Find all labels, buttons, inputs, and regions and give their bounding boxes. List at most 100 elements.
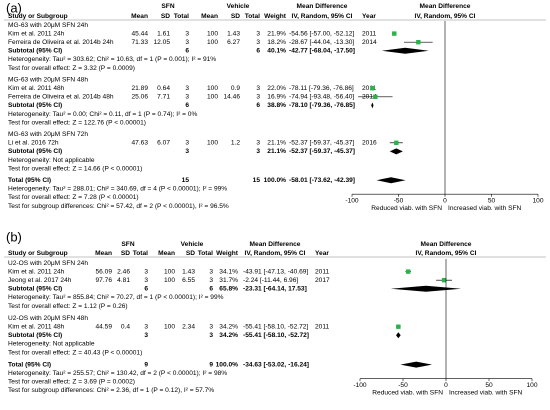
summary-diamond bbox=[400, 361, 433, 368]
summary-diamond bbox=[371, 102, 374, 109]
study-cell: 21.89 bbox=[131, 85, 148, 92]
study-point bbox=[370, 86, 375, 91]
study-cell: 44.59 bbox=[95, 323, 112, 330]
study-cell: 6.07 bbox=[157, 140, 170, 147]
study-cell: 4.81 bbox=[117, 277, 130, 284]
group-note: Test for overall effect: Z = 14.66 (P < … bbox=[8, 165, 142, 172]
study-cell: 2014 bbox=[362, 39, 377, 46]
study-cell: 3 bbox=[185, 30, 189, 37]
study-name: Ferreira de Oliveira et al. 2014b 24h bbox=[8, 39, 114, 46]
column-spanner: Vehicle bbox=[227, 3, 250, 10]
summary-name: Subtotal (95% CI) bbox=[8, 332, 62, 339]
summary-cell: -55.41 [-58.10, -52.72] bbox=[243, 332, 309, 339]
summary-cell: 38.8% bbox=[267, 102, 286, 109]
column-spanner: Vehicle bbox=[181, 241, 204, 248]
study-cell: 3 bbox=[185, 140, 189, 147]
study-cell: 1.43 bbox=[227, 30, 240, 37]
study-cell: 3 bbox=[256, 30, 260, 37]
study-cell: 3 bbox=[185, 94, 189, 101]
study-cell: -2.24 [-11.44, 6.96] bbox=[243, 277, 298, 284]
study-name: Kim et al. 2011 24h bbox=[8, 268, 65, 275]
x-tick-label: 100 bbox=[532, 197, 543, 204]
summary-cell: -42.77 [-68.04, -17.50] bbox=[289, 48, 355, 55]
summary-name: Subtotal (95% CI) bbox=[8, 102, 62, 109]
study-cell: 100 bbox=[207, 140, 218, 147]
summary-cell: -58.01 [-73.62, -42.39] bbox=[289, 177, 355, 184]
column-spanner: Mean Difference bbox=[420, 3, 471, 10]
summary-cell: 34.2% bbox=[219, 332, 238, 339]
x-tick-label: -100 bbox=[353, 382, 367, 389]
study-cell: 100 bbox=[207, 94, 218, 101]
group-note: Heterogeneity: Tau² = 303.62; Chi² = 10.… bbox=[8, 56, 216, 63]
summary-cell: 3 bbox=[209, 332, 213, 339]
total-note: Heterogeneity: Tau² = 288.01; Chi² = 340… bbox=[8, 186, 227, 193]
study-cell: 2.34 bbox=[182, 323, 195, 330]
panel-label: (a) bbox=[6, 0, 22, 15]
summary-cell: 6 bbox=[144, 286, 148, 293]
study-cell: -74.94 [-93.48, -56.40] bbox=[289, 94, 354, 101]
study-cell: 21.1% bbox=[267, 140, 286, 147]
summary-name: Total (95% CI) bbox=[8, 177, 51, 184]
study-cell: 2011 bbox=[315, 268, 330, 275]
total-note: Test for overall effect: Z = 7.28 (P < 0… bbox=[8, 194, 139, 201]
summary-cell: -78.10 [-79.36, -76.85] bbox=[289, 102, 355, 109]
total-note: Heterogeneity: Tau² = 255.57; Chi² = 130… bbox=[8, 370, 227, 377]
study-cell: 2016 bbox=[362, 140, 377, 147]
group-note: Test for overall effect: Z = 40.43 (P < … bbox=[8, 349, 142, 356]
summary-name: Subtotal (95% CI) bbox=[8, 286, 62, 293]
group-title: U2-OS with 20μM SFN 48h bbox=[8, 315, 88, 322]
study-cell: 100 bbox=[164, 268, 175, 275]
study-cell: 56.09 bbox=[95, 268, 112, 275]
study-cell: 100 bbox=[207, 85, 218, 92]
total-note: Test for subgroup differences: Chi² = 2.… bbox=[8, 387, 214, 394]
x-tick-label: 50 bbox=[488, 197, 496, 204]
column-spanner: SFN bbox=[121, 241, 134, 248]
study-cell: 25.06 bbox=[131, 94, 148, 101]
study-cell: 3 bbox=[144, 268, 148, 275]
study-cell: 6.27 bbox=[227, 39, 240, 46]
summary-cell: 6 bbox=[185, 48, 189, 55]
study-cell: 3 bbox=[209, 277, 213, 284]
study-cell: 2011 bbox=[315, 323, 330, 330]
study-cell: 100 bbox=[207, 30, 218, 37]
study-cell: 2017 bbox=[315, 277, 330, 284]
x-tick-label: 100 bbox=[526, 382, 537, 389]
study-point bbox=[373, 94, 378, 99]
study-cell: 31.7% bbox=[219, 277, 238, 284]
summary-diamond bbox=[390, 285, 462, 292]
summary-cell: 3 bbox=[185, 148, 189, 155]
column-header: SD bbox=[186, 250, 195, 257]
study-cell: -43.91 [-47.13, -40.69] bbox=[243, 268, 308, 275]
summary-diamond bbox=[396, 332, 401, 339]
summary-name: Subtotal (95% CI) bbox=[8, 148, 62, 155]
study-cell: 3 bbox=[256, 85, 260, 92]
summary-cell: 100.0% bbox=[216, 361, 239, 368]
study-point bbox=[416, 40, 421, 45]
group-note: Heterogeneity: Tau² = 0.00; Chi² = 0.11,… bbox=[8, 111, 197, 118]
study-point bbox=[406, 269, 411, 274]
study-cell: 3 bbox=[185, 39, 189, 46]
study-cell: 34.1% bbox=[219, 268, 238, 275]
study-cell: 47.63 bbox=[131, 140, 148, 147]
column-header: Mean bbox=[201, 13, 218, 20]
study-cell: 3 bbox=[144, 277, 148, 284]
study-name: Kim et al. 2011 24h bbox=[8, 30, 65, 37]
study-cell: 12.05 bbox=[153, 39, 170, 46]
study-cell: -78.11 [-79.36, -76.86] bbox=[289, 85, 354, 92]
summary-cell: 15 bbox=[182, 177, 190, 184]
group-note: Test for overall effect: Z = 122.76 (P <… bbox=[8, 119, 146, 126]
column-header: Total bbox=[174, 13, 189, 20]
study-cell: 22.0% bbox=[267, 85, 286, 92]
study-cell: 100 bbox=[207, 39, 218, 46]
study-point bbox=[392, 31, 397, 36]
group-note: Heterogeneity: Tau² = 855.84; Chi² = 70.… bbox=[8, 294, 224, 301]
summary-cell: 3 bbox=[144, 332, 148, 339]
summary-name: Subtotal (95% CI) bbox=[8, 48, 62, 55]
column-header: Mean bbox=[131, 13, 148, 20]
study-name: Li et al. 2016 72h bbox=[8, 140, 59, 147]
study-name: Ferreira de Oliveira et al. 2014b 48h bbox=[8, 94, 114, 101]
study-point bbox=[394, 140, 399, 145]
summary-cell: 15 bbox=[253, 177, 261, 184]
column-spanner: Mean Difference bbox=[297, 3, 348, 10]
